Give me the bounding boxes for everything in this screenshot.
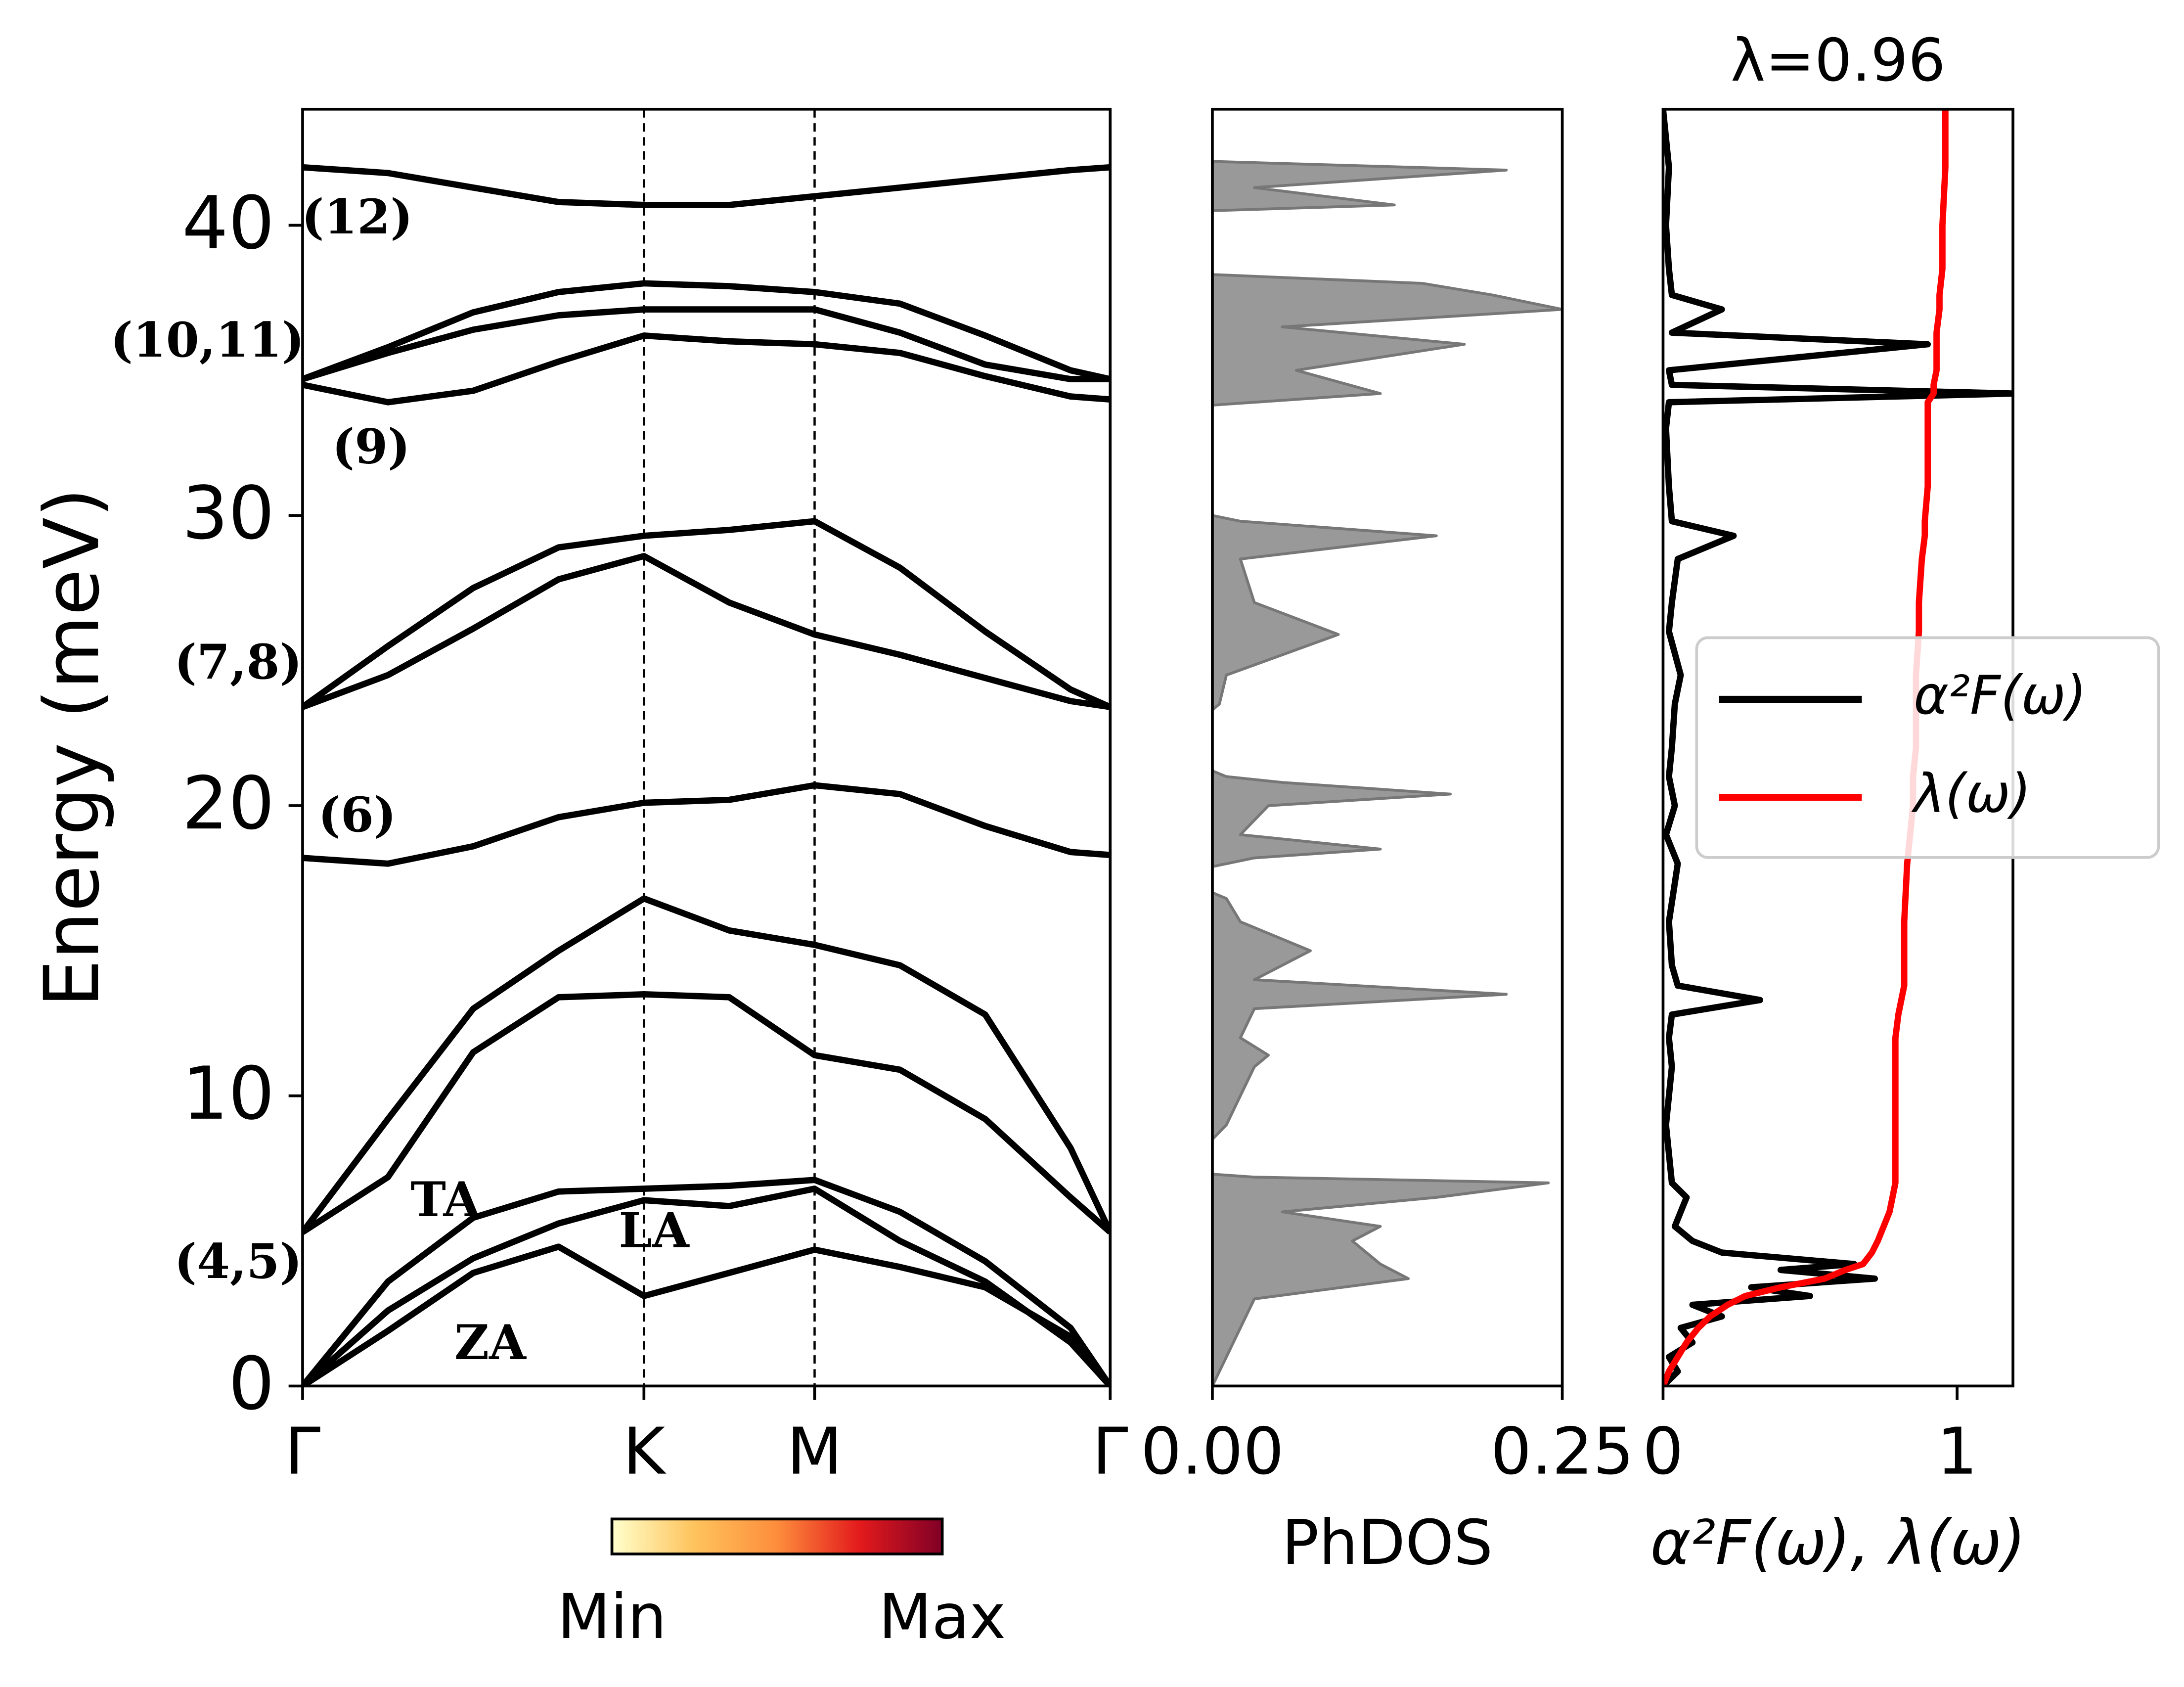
x-axis-label: α²F(ω), λ(ω) [1650,1507,2026,1579]
band [302,332,1111,406]
colorbar-label: Max [879,1581,1006,1653]
band [302,1185,1111,1386]
band [302,306,1111,382]
panel: 0 1 α²F(ω), λ(ω) λ=0.96 α²F(ω) λ(ω) [1643,27,2160,1579]
y-tick-label: 10 [182,1051,274,1136]
band [302,280,1111,382]
x-tick-label: 1 [1937,1414,1978,1489]
band-annotation: (6) [318,787,396,843]
band [302,552,1111,710]
x-tick-label: K [623,1414,667,1489]
y-axis-label: Energy (meV) [28,488,116,1007]
legend-box [1695,636,2160,859]
band-annotation: (4,5) [175,1233,303,1289]
curve [1663,109,2013,1386]
x-tick-label: Γ [285,1414,321,1489]
x-tick-label: M [787,1414,842,1489]
axes-frame [1211,107,1564,1388]
axes-frame [301,107,1112,1388]
band-annotation: (7,8) [175,634,303,690]
x-tick-label: Γ [1092,1414,1128,1489]
band-annotation: TA [410,1172,481,1228]
colorbar-label: Min [557,1581,667,1653]
band [302,782,1111,867]
legend: α²F(ω) λ(ω) [1695,636,2160,859]
band [302,164,1111,208]
plot-area [302,109,1111,1386]
band-annotation: (10,11) [110,312,304,368]
y-tick-label: 30 [182,470,274,555]
band [302,518,1111,710]
legend-label: λ(ω) [1911,763,2031,824]
plot-area [1663,109,2013,1386]
x-tick-label: 0.25 [1491,1414,1634,1489]
panel: 0.00 0.25 PhDOS [1141,107,1634,1579]
band-annotation: ZA [454,1315,527,1370]
colorbar [610,1517,944,1555]
y-tick-label: 20 [182,761,274,846]
curve [1663,109,1949,1386]
plot-area [1212,160,1562,1386]
band-annotation: (12) [302,189,413,245]
legend-label: α²F(ω) [1914,665,2087,727]
band [302,895,1111,1234]
x-tick-label: 0.00 [1141,1414,1284,1489]
y-tick-label: 0 [228,1341,275,1426]
band-annotation: (9) [332,418,410,474]
x-axis-label: PhDOS [1282,1507,1493,1579]
dos-area [1212,160,1562,1386]
x-tick-label: 0 [1643,1414,1684,1489]
y-tick-label: 40 [182,181,274,266]
band-annotation: LA [619,1202,690,1258]
panel-title: λ=0.96 [1731,27,1946,95]
band [302,1177,1111,1386]
band [302,991,1111,1235]
